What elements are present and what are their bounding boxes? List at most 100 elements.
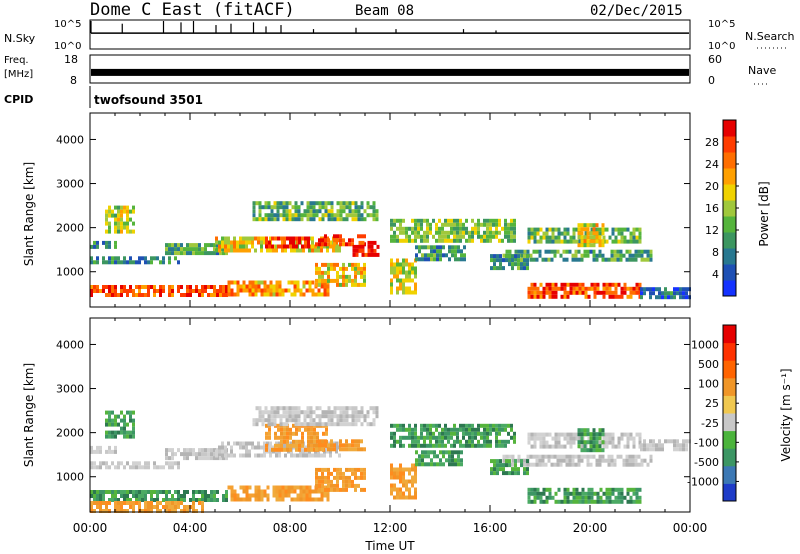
nsky-panel: N.Sky 10^5 10^0 10^5 10^0 N.Search	[4, 19, 795, 52]
echo-cell	[275, 280, 279, 285]
echo-cell	[393, 234, 396, 239]
echo-cell	[260, 288, 264, 293]
echo-cell	[254, 236, 257, 241]
echo-cell	[578, 290, 582, 295]
echo-cell	[649, 458, 653, 463]
echo-cell	[572, 235, 576, 240]
echo-cell	[652, 443, 655, 448]
echo-cell	[527, 227, 531, 232]
echo-cell	[201, 452, 204, 457]
echo-cell	[578, 286, 582, 291]
echo-cell	[174, 505, 177, 509]
echo-cell	[138, 490, 141, 494]
echo-cell	[420, 427, 423, 432]
echo-cell	[514, 254, 517, 259]
echo-cell	[545, 495, 549, 500]
echo-cell	[283, 244, 286, 249]
echo-cell	[218, 445, 221, 450]
echo-cell	[159, 293, 162, 297]
echo-cell	[556, 249, 560, 254]
echo-cell	[357, 262, 360, 267]
echo-cell	[201, 494, 204, 498]
echo-cell	[336, 487, 339, 492]
echo-cell	[245, 441, 248, 446]
echo-cell	[589, 436, 593, 441]
echo-cell	[462, 423, 465, 428]
echo-cell	[590, 487, 594, 492]
echo-cell	[324, 422, 328, 427]
echo-cell	[598, 448, 602, 453]
echo-cell	[252, 422, 256, 427]
echo-cell	[354, 471, 357, 476]
power-echoes	[90, 201, 691, 300]
echo-cell	[560, 286, 564, 291]
echo-cell	[372, 201, 376, 206]
echo-cell	[281, 288, 285, 293]
echo-cell	[345, 266, 348, 271]
echo-cell	[426, 423, 429, 428]
echo-cell	[277, 447, 280, 452]
echo-cell	[670, 291, 673, 296]
echo-cell	[279, 406, 283, 411]
echo-cell	[293, 485, 297, 490]
colorbar-tick-label: -500	[694, 456, 719, 469]
echo-cell	[590, 495, 594, 500]
echo-cell	[348, 238, 351, 243]
echo-cell	[183, 448, 186, 453]
echo-cell	[581, 286, 585, 291]
echo-cell	[221, 244, 224, 249]
echo-cell	[283, 427, 286, 432]
echo-cell	[296, 284, 300, 289]
echo-cell	[286, 447, 289, 452]
echo-cell	[120, 490, 123, 494]
echo-cell	[282, 201, 286, 206]
echo-cell	[369, 422, 373, 427]
echo-cell	[263, 240, 266, 245]
echo-cell	[599, 227, 603, 232]
echo-cell	[623, 290, 627, 295]
echo-cell	[321, 274, 324, 279]
echo-cell	[102, 240, 105, 245]
echo-cell	[517, 458, 521, 463]
colorbar-swatch	[723, 483, 736, 502]
echo-cell	[513, 226, 516, 231]
echo-cell	[474, 431, 477, 436]
echo-cell	[311, 244, 314, 249]
echo-cell	[114, 213, 117, 218]
echo-cell	[453, 234, 456, 239]
echo-cell	[156, 498, 159, 502]
echo-cell	[427, 462, 430, 467]
echo-cell	[333, 213, 337, 218]
echo-cell	[539, 432, 543, 437]
echo-cell	[260, 493, 264, 498]
echo-cell	[429, 226, 432, 231]
echo-cell	[336, 270, 339, 275]
echo-cell	[554, 282, 558, 287]
echo-cell	[442, 450, 445, 455]
echo-cell	[402, 238, 405, 243]
echo-cell	[447, 238, 450, 243]
echo-cell	[420, 222, 423, 227]
echo-cell	[351, 471, 354, 476]
echo-cell	[396, 487, 399, 492]
echo-cell	[216, 243, 219, 248]
echo-cell	[560, 294, 564, 299]
echo-cell	[336, 414, 340, 419]
echo-cell	[162, 256, 165, 261]
echo-cell	[233, 493, 237, 498]
echo-cell	[345, 422, 349, 427]
echo-cell	[596, 499, 600, 504]
echo-cell	[589, 448, 593, 453]
echo-cell	[421, 462, 424, 467]
echo-cell	[254, 445, 257, 450]
echo-cell	[602, 290, 606, 295]
echo-cell	[324, 278, 327, 283]
echo-cell	[307, 240, 310, 245]
echo-cell	[505, 463, 508, 468]
echo-cell	[330, 266, 333, 271]
echo-cell	[616, 454, 620, 459]
echo-cell	[408, 262, 411, 267]
echo-cell	[120, 225, 123, 230]
echo-cell	[258, 410, 262, 415]
echo-cell	[611, 239, 615, 244]
